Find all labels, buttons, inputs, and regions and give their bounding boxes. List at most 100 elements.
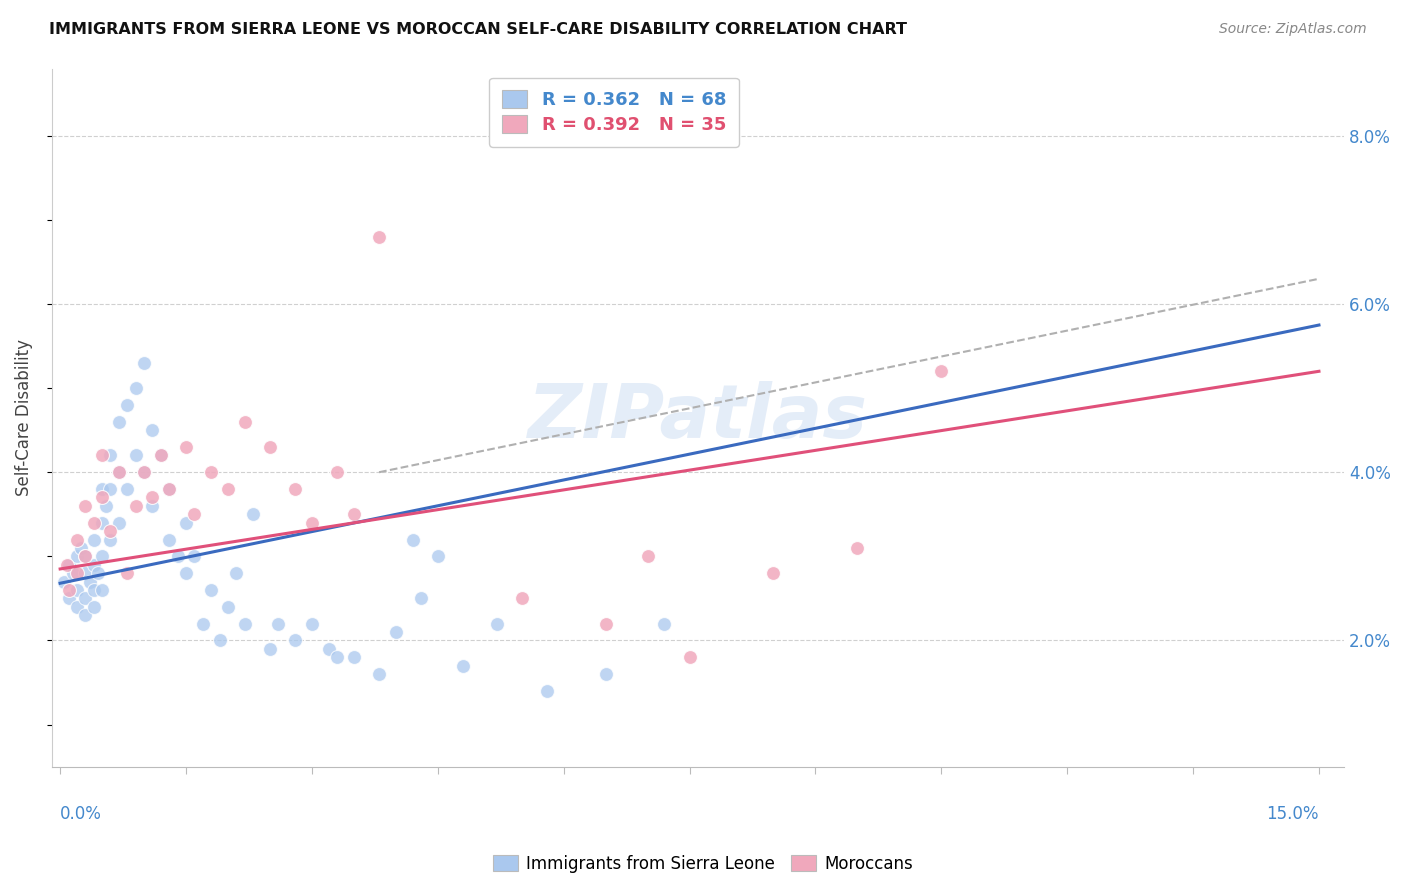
Moroccans [149, 449, 172, 463]
Moroccans [91, 491, 114, 505]
Immigrants from Sierra Leone [385, 625, 408, 640]
Immigrants from Sierra Leone [108, 415, 131, 429]
Immigrants from Sierra Leone [166, 549, 188, 564]
Moroccans [183, 508, 205, 522]
Immigrants from Sierra Leone [100, 533, 122, 547]
Immigrants from Sierra Leone [100, 449, 122, 463]
Immigrants from Sierra Leone [58, 558, 80, 572]
Immigrants from Sierra Leone [141, 499, 163, 513]
Immigrants from Sierra Leone [174, 516, 197, 530]
Immigrants from Sierra Leone [267, 616, 290, 631]
Immigrants from Sierra Leone [83, 582, 105, 597]
Text: 0.0%: 0.0% [60, 805, 103, 823]
Moroccans [259, 440, 281, 454]
Immigrants from Sierra Leone [66, 549, 89, 564]
Immigrants from Sierra Leone [654, 616, 676, 631]
Immigrants from Sierra Leone [149, 449, 172, 463]
Immigrants from Sierra Leone [174, 566, 197, 581]
Immigrants from Sierra Leone [96, 499, 118, 513]
Moroccans [157, 482, 180, 496]
Legend: Immigrants from Sierra Leone, Moroccans: Immigrants from Sierra Leone, Moroccans [486, 848, 920, 880]
Immigrants from Sierra Leone [124, 381, 146, 395]
Moroccans [846, 541, 869, 555]
Immigrants from Sierra Leone [217, 599, 239, 614]
Moroccans [66, 566, 89, 581]
Immigrants from Sierra Leone [132, 356, 155, 370]
Moroccans [141, 491, 163, 505]
Immigrants from Sierra Leone [83, 558, 105, 572]
Immigrants from Sierra Leone [132, 465, 155, 479]
Immigrants from Sierra Leone [117, 398, 139, 412]
Immigrants from Sierra Leone [124, 449, 146, 463]
Moroccans [75, 499, 97, 513]
Immigrants from Sierra Leone [79, 574, 101, 589]
Immigrants from Sierra Leone [595, 667, 617, 681]
Immigrants from Sierra Leone [83, 599, 105, 614]
Immigrants from Sierra Leone [233, 616, 256, 631]
Immigrants from Sierra Leone [485, 616, 508, 631]
Immigrants from Sierra Leone [318, 641, 340, 656]
Immigrants from Sierra Leone [225, 566, 247, 581]
Text: Source: ZipAtlas.com: Source: ZipAtlas.com [1219, 22, 1367, 37]
Moroccans [56, 558, 79, 572]
Moroccans [132, 465, 155, 479]
Moroccans [284, 482, 307, 496]
Immigrants from Sierra Leone [58, 591, 80, 606]
Moroccans [75, 549, 97, 564]
Moroccans [108, 465, 131, 479]
Immigrants from Sierra Leone [87, 566, 110, 581]
Immigrants from Sierra Leone [183, 549, 205, 564]
Moroccans [510, 591, 533, 606]
Moroccans [174, 440, 197, 454]
Moroccans [58, 582, 80, 597]
Immigrants from Sierra Leone [326, 650, 349, 665]
Immigrants from Sierra Leone [91, 582, 114, 597]
Immigrants from Sierra Leone [91, 482, 114, 496]
Immigrants from Sierra Leone [100, 482, 122, 496]
Immigrants from Sierra Leone [157, 482, 180, 496]
Immigrants from Sierra Leone [301, 616, 323, 631]
Text: 15.0%: 15.0% [1267, 805, 1319, 823]
Immigrants from Sierra Leone [141, 423, 163, 437]
Immigrants from Sierra Leone [75, 566, 97, 581]
Moroccans [343, 508, 366, 522]
Text: IMMIGRANTS FROM SIERRA LEONE VS MOROCCAN SELF-CARE DISABILITY CORRELATION CHART: IMMIGRANTS FROM SIERRA LEONE VS MOROCCAN… [49, 22, 907, 37]
Immigrants from Sierra Leone [108, 516, 131, 530]
Immigrants from Sierra Leone [91, 549, 114, 564]
Immigrants from Sierra Leone [401, 533, 423, 547]
Immigrants from Sierra Leone [53, 574, 76, 589]
Moroccans [637, 549, 659, 564]
Immigrants from Sierra Leone [75, 549, 97, 564]
Immigrants from Sierra Leone [208, 633, 231, 648]
Legend: R = 0.362   N = 68, R = 0.392   N = 35: R = 0.362 N = 68, R = 0.392 N = 35 [489, 78, 738, 147]
Immigrants from Sierra Leone [191, 616, 214, 631]
Immigrants from Sierra Leone [284, 633, 307, 648]
Moroccans [217, 482, 239, 496]
Immigrants from Sierra Leone [66, 599, 89, 614]
Immigrants from Sierra Leone [536, 684, 558, 698]
Immigrants from Sierra Leone [157, 533, 180, 547]
Moroccans [83, 516, 105, 530]
Moroccans [595, 616, 617, 631]
Immigrants from Sierra Leone [91, 516, 114, 530]
Moroccans [929, 364, 952, 378]
Text: ZIPatlas: ZIPatlas [527, 381, 868, 454]
Immigrants from Sierra Leone [409, 591, 432, 606]
Immigrants from Sierra Leone [451, 658, 474, 673]
Immigrants from Sierra Leone [108, 465, 131, 479]
Immigrants from Sierra Leone [426, 549, 449, 564]
Y-axis label: Self-Care Disability: Self-Care Disability [15, 339, 32, 496]
Moroccans [762, 566, 785, 581]
Immigrants from Sierra Leone [75, 608, 97, 623]
Moroccans [200, 465, 222, 479]
Moroccans [124, 499, 146, 513]
Moroccans [233, 415, 256, 429]
Moroccans [100, 524, 122, 538]
Immigrants from Sierra Leone [75, 591, 97, 606]
Immigrants from Sierra Leone [70, 541, 93, 555]
Immigrants from Sierra Leone [259, 641, 281, 656]
Moroccans [678, 650, 700, 665]
Moroccans [91, 449, 114, 463]
Moroccans [368, 229, 391, 244]
Immigrants from Sierra Leone [83, 533, 105, 547]
